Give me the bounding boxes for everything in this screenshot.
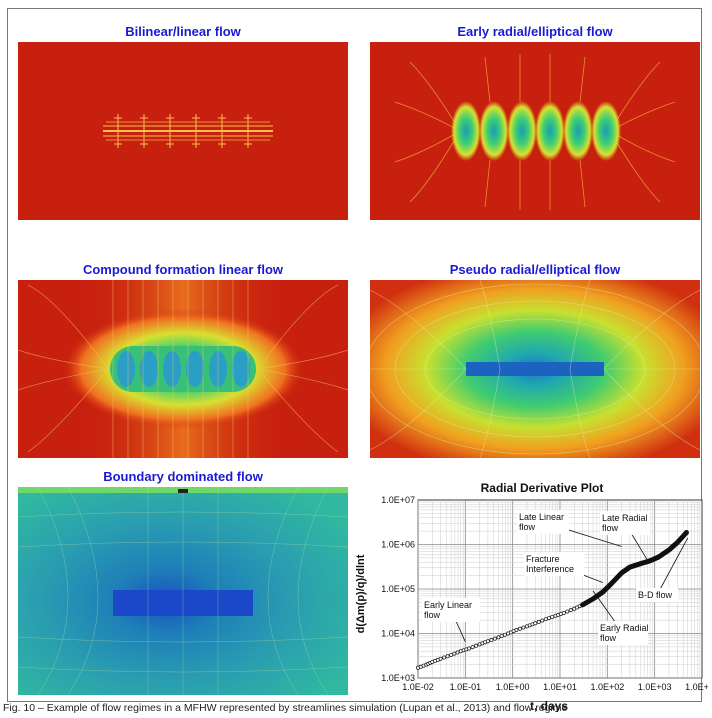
annotation-label: Late Radial flow [602,513,648,533]
annotation-box [598,621,648,645]
x-tick-label: 1.0E+02 [590,682,624,692]
chart-title: Radial Derivative Plot [481,481,604,495]
annotation-box [524,552,584,576]
data-point [470,645,475,650]
data-point [452,651,457,656]
x-tick-label: 1.0E-01 [450,682,482,692]
data-point [543,617,548,622]
x-tick-label: 1.0E-02 [402,682,434,692]
data-point [683,529,689,536]
annotation-arrow [656,537,689,596]
boundary-dominated-flow-image [18,487,348,695]
chart-ylabel: d(Δm(p)/q)/dlnt [355,554,367,633]
y-tick-label: 1.0E+07 [381,495,415,505]
data-point [565,609,570,614]
y-tick-label: 1.0E+06 [381,540,415,550]
data-point [492,636,497,641]
annotation-box [600,511,650,535]
data-point [561,610,566,615]
annotation-box [422,598,480,622]
data-point [547,616,551,620]
data-point [489,637,494,642]
bilinear-flow-image [18,42,348,220]
y-tick-label: 1.0E+03 [381,673,415,683]
data-point [474,643,479,648]
y-tick-label: 1.0E+05 [381,584,415,594]
y-tick-label: 1.0E+04 [381,629,415,639]
compound-linear-flow-image [18,280,348,458]
figure-caption: Fig. 10 – Example of flow regimes in a M… [3,702,568,714]
annotation-label: Early Radial flow [600,623,649,643]
x-tick-label: 1.0E+04 [685,682,708,692]
data-point [502,632,507,637]
panel-title-early-radial: Early radial/elliptical flow [457,24,613,39]
annotation-label: Fracture Interference [526,554,574,574]
panel-title-bilinear: Bilinear/linear flow [125,24,241,39]
data-point [517,626,522,631]
data-point [568,608,573,613]
annotation-label: Late Linear flow [519,512,564,532]
annotation-label: Early Linear flow [424,600,472,620]
annotation-box [517,510,569,534]
data-point [442,655,447,660]
figure-frame [7,8,702,702]
radial-derivative-chart: Radial Derivative Plot t, days d(Δm(p)/q… [352,478,712,713]
panel-title-pseudo-radial: Pseudo radial/elliptical flow [449,262,621,277]
data-point [485,639,490,644]
chart-xlabel: t, days [530,699,568,712]
data-point [521,625,526,630]
panel-title-compound-linear: Compound formation linear flow [82,262,284,277]
data-point [499,634,504,639]
data-point [438,656,443,661]
data-point [514,628,519,632]
x-tick-label: 1.0E+03 [638,682,672,692]
data-point [455,650,460,655]
data-point [536,619,541,624]
data-point [445,654,450,659]
data-point [533,621,538,626]
annotation-label: B-D flow [638,590,673,600]
data-point [449,652,454,657]
annotation-box [636,588,678,602]
data-point [550,614,555,619]
data-point [540,618,545,623]
x-tick-label: 1.0E+01 [543,682,577,692]
data-point [496,635,501,640]
early-radial-flow-image [370,42,700,220]
pseudo-radial-flow-image [370,280,700,458]
panel-title-boundary-dominated: Boundary dominated flow [103,469,263,484]
x-tick-label: 1.0E+00 [496,682,530,692]
data-point [467,646,472,651]
